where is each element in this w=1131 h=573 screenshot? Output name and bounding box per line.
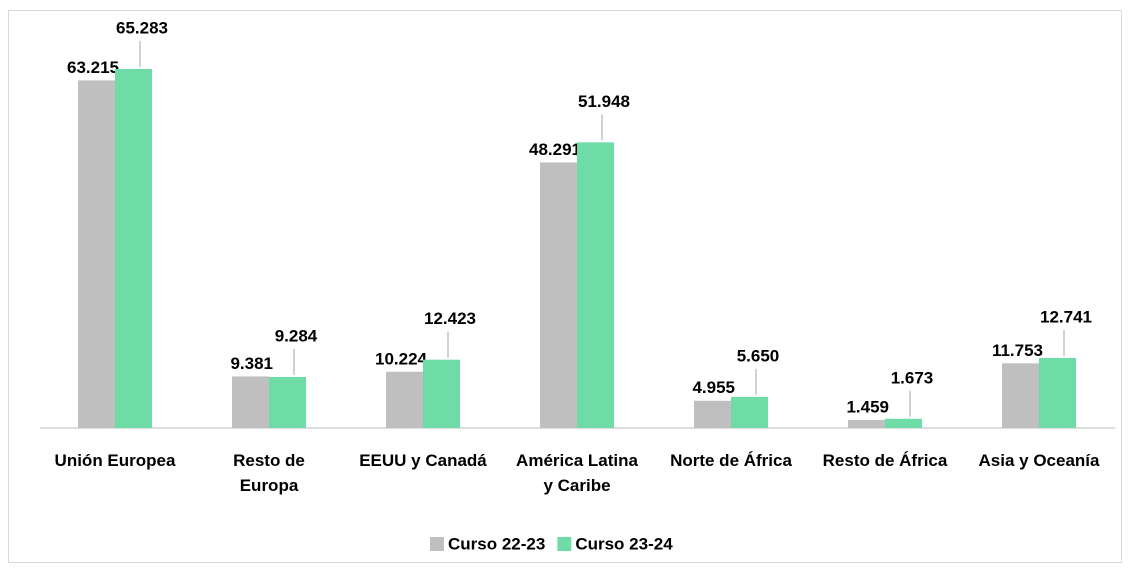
data-label: 48.291: [529, 140, 581, 159]
data-label: 12.741: [1040, 307, 1092, 326]
bar: [232, 376, 269, 428]
x-tick-label: Resto de África: [822, 451, 948, 470]
bar: [1002, 363, 1039, 428]
bar: [1039, 357, 1076, 428]
data-label: 65.283: [116, 18, 168, 37]
bar: [540, 162, 577, 429]
bar: [848, 419, 885, 428]
data-label: 4.955: [692, 378, 735, 397]
x-tick-label: Asia y Oceanía: [978, 451, 1100, 470]
data-label: 12.423: [424, 309, 476, 328]
data-label: 1.673: [891, 368, 934, 387]
data-label: 5.650: [737, 346, 780, 365]
bar: [269, 376, 306, 428]
legend-swatch: [557, 537, 572, 551]
x-tick-label: EEUU y Canadá: [359, 451, 487, 470]
bar: [423, 359, 460, 428]
legend-swatch: [430, 537, 444, 551]
data-label: 51.948: [578, 92, 630, 111]
data-label: 63.215: [67, 58, 119, 77]
x-tick-label: Resto de Europa: [233, 451, 305, 495]
bar: [386, 371, 423, 428]
data-label: 9.381: [230, 354, 273, 373]
legend-label: Curso 22-23: [448, 534, 545, 553]
bar: [731, 396, 768, 428]
x-tick-label: Norte de África: [670, 451, 792, 470]
data-label: 11.753: [992, 341, 1043, 360]
x-tick-label: América Latina y Caribe: [516, 451, 638, 495]
bar: [694, 400, 731, 428]
bar: [577, 142, 614, 428]
bar: [115, 69, 152, 428]
x-tick-label: Unión Europea: [54, 451, 176, 470]
data-label: 1.459: [846, 397, 889, 416]
data-label: 10.224: [375, 349, 428, 368]
legend-label: Curso 23-24: [575, 534, 673, 553]
bar: [885, 418, 922, 428]
data-label: 9.284: [275, 326, 318, 345]
bar: [78, 80, 115, 429]
